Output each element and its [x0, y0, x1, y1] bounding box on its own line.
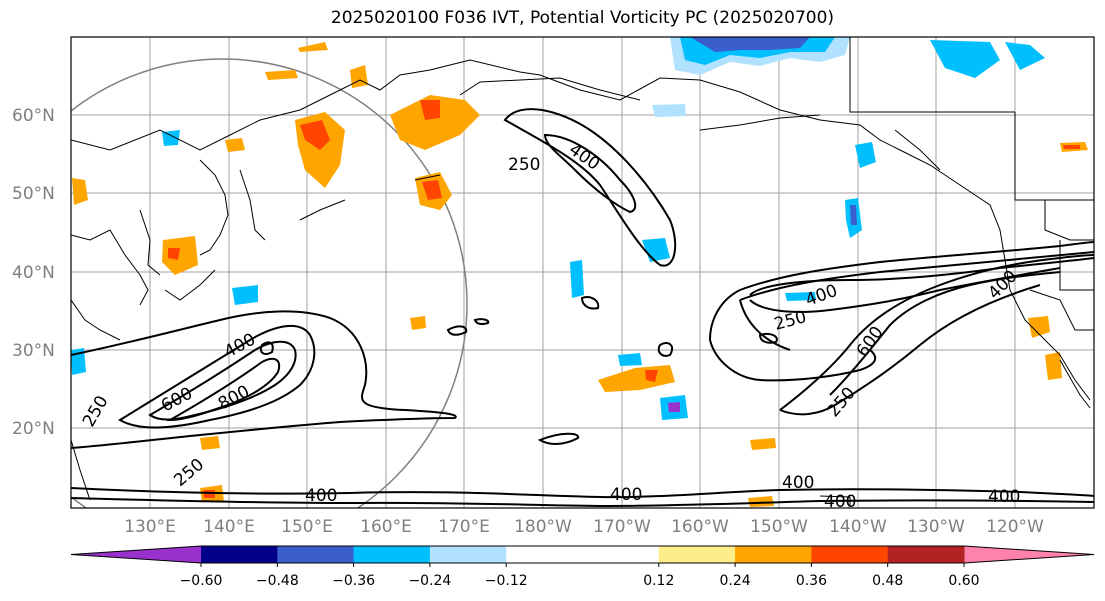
lat-label: 30°N	[12, 341, 55, 361]
pv-negative-patch	[232, 285, 258, 305]
contour-label: 400	[824, 492, 856, 512]
colorbar-segment	[658, 546, 736, 563]
colorbar-tick-label: −0.60	[180, 573, 223, 589]
pv-positive-patch	[1028, 316, 1050, 338]
pv-negative-patch	[570, 260, 584, 298]
colorbar-segment	[277, 546, 355, 563]
colorbar-segment	[887, 546, 965, 563]
lon-label: 170°W	[593, 517, 651, 537]
contour-label: 400	[782, 473, 814, 493]
ivt-contours	[71, 108, 1094, 508]
colorbar: −0.60 −0.48 −0.36 −0.24 −0.12 0.12 0.24 0.36 0.4…	[70, 545, 1095, 589]
colorbar-segment	[201, 546, 278, 563]
pv-negative-patch	[652, 104, 686, 117]
pv-positive-patch	[422, 180, 442, 200]
colorbar-tick-label: 0.60	[948, 573, 979, 589]
pv-positive-patch	[390, 95, 480, 150]
pv-negative-patch	[1005, 42, 1045, 70]
lon-label: 160°E	[360, 517, 412, 537]
colorbar-tick-label: −0.48	[256, 573, 299, 589]
longitude-labels: 130°E 140°E 150°E 160°E 170°E 180°W 170°…	[124, 517, 1044, 537]
contour-label: 250	[508, 155, 540, 175]
contour-label: 400	[305, 486, 337, 506]
lon-label: 140°W	[829, 517, 887, 537]
colorbar-segment	[811, 546, 889, 563]
pv-positive-patch	[225, 138, 245, 152]
lon-label: 130°E	[124, 517, 176, 537]
pv-positive-patch	[72, 178, 88, 205]
pv-positive-patch	[203, 490, 215, 498]
colorbar-tick-label: −0.36	[332, 573, 375, 589]
lat-label: 20°N	[12, 419, 55, 439]
pv-positive-patch	[420, 100, 440, 120]
coastlines	[71, 59, 1091, 507]
pv-positive-patch	[1045, 352, 1062, 380]
pv-negative-patch	[930, 40, 1000, 78]
colorbar-tick-label: 0.24	[720, 573, 751, 589]
pv-negative-patch	[162, 130, 180, 146]
lon-label: 120°W	[986, 517, 1044, 537]
pv-negative-patch	[668, 402, 680, 412]
lat-label: 40°N	[12, 263, 55, 283]
lon-label: 170°E	[438, 517, 490, 537]
lon-label: 150°W	[750, 517, 808, 537]
lon-label: 160°W	[671, 517, 729, 537]
colorbar-tick-label: 0.48	[872, 573, 903, 589]
pv-negative-patch	[855, 142, 876, 168]
contour-label: 400	[610, 485, 642, 505]
latitude-labels: 60°N 50°N 40°N 30°N 20°N	[12, 106, 55, 439]
colorbar-segment	[353, 546, 431, 563]
colorbar-segment	[582, 546, 660, 563]
borders	[849, 37, 1094, 331]
lat-label: 50°N	[12, 184, 55, 204]
lon-label: 130°W	[907, 517, 965, 537]
colorbar-extend-max	[964, 546, 1094, 563]
pv-positive-patch	[645, 370, 658, 382]
pv-positive-patch	[168, 248, 180, 260]
pv-shading	[71, 37, 1088, 507]
colorbar-tick-label: −0.12	[485, 573, 528, 589]
pv-positive-patch	[748, 496, 774, 507]
pv-negative-patch	[785, 292, 816, 301]
range-circle	[71, 58, 468, 508]
pv-positive-patch	[1063, 145, 1080, 149]
pv-negative-patch	[618, 353, 642, 366]
pv-positive-patch	[410, 316, 426, 330]
colorbar-extend-min	[71, 546, 201, 563]
colorbar-segment	[429, 546, 507, 563]
page-title: 2025020100 F036 IVT, Potential Vorticity…	[330, 8, 835, 28]
colorbar-tick-label: −0.24	[408, 573, 451, 589]
lon-label: 150°E	[281, 517, 333, 537]
pv-positive-patch	[300, 120, 330, 150]
contour-label: 400	[988, 487, 1020, 507]
pv-positive-patch	[750, 438, 776, 450]
pv-positive-patch	[298, 42, 328, 52]
pv-negative-patch	[690, 37, 810, 52]
colorbar-segment	[506, 546, 583, 563]
colorbar-tick-label: 0.36	[796, 573, 827, 589]
pv-positive-patch	[265, 70, 298, 80]
colorbar-tick-label: 0.12	[643, 573, 674, 589]
map-frame	[70, 36, 1095, 509]
pv-negative-patch	[850, 205, 857, 225]
pv-positive-patch	[200, 436, 220, 450]
colorbar-segment	[735, 546, 812, 563]
pv-positive-patch	[162, 236, 198, 275]
lat-label: 60°N	[12, 106, 55, 126]
lon-label: 180°W	[514, 517, 572, 537]
lon-label: 140°E	[203, 517, 255, 537]
